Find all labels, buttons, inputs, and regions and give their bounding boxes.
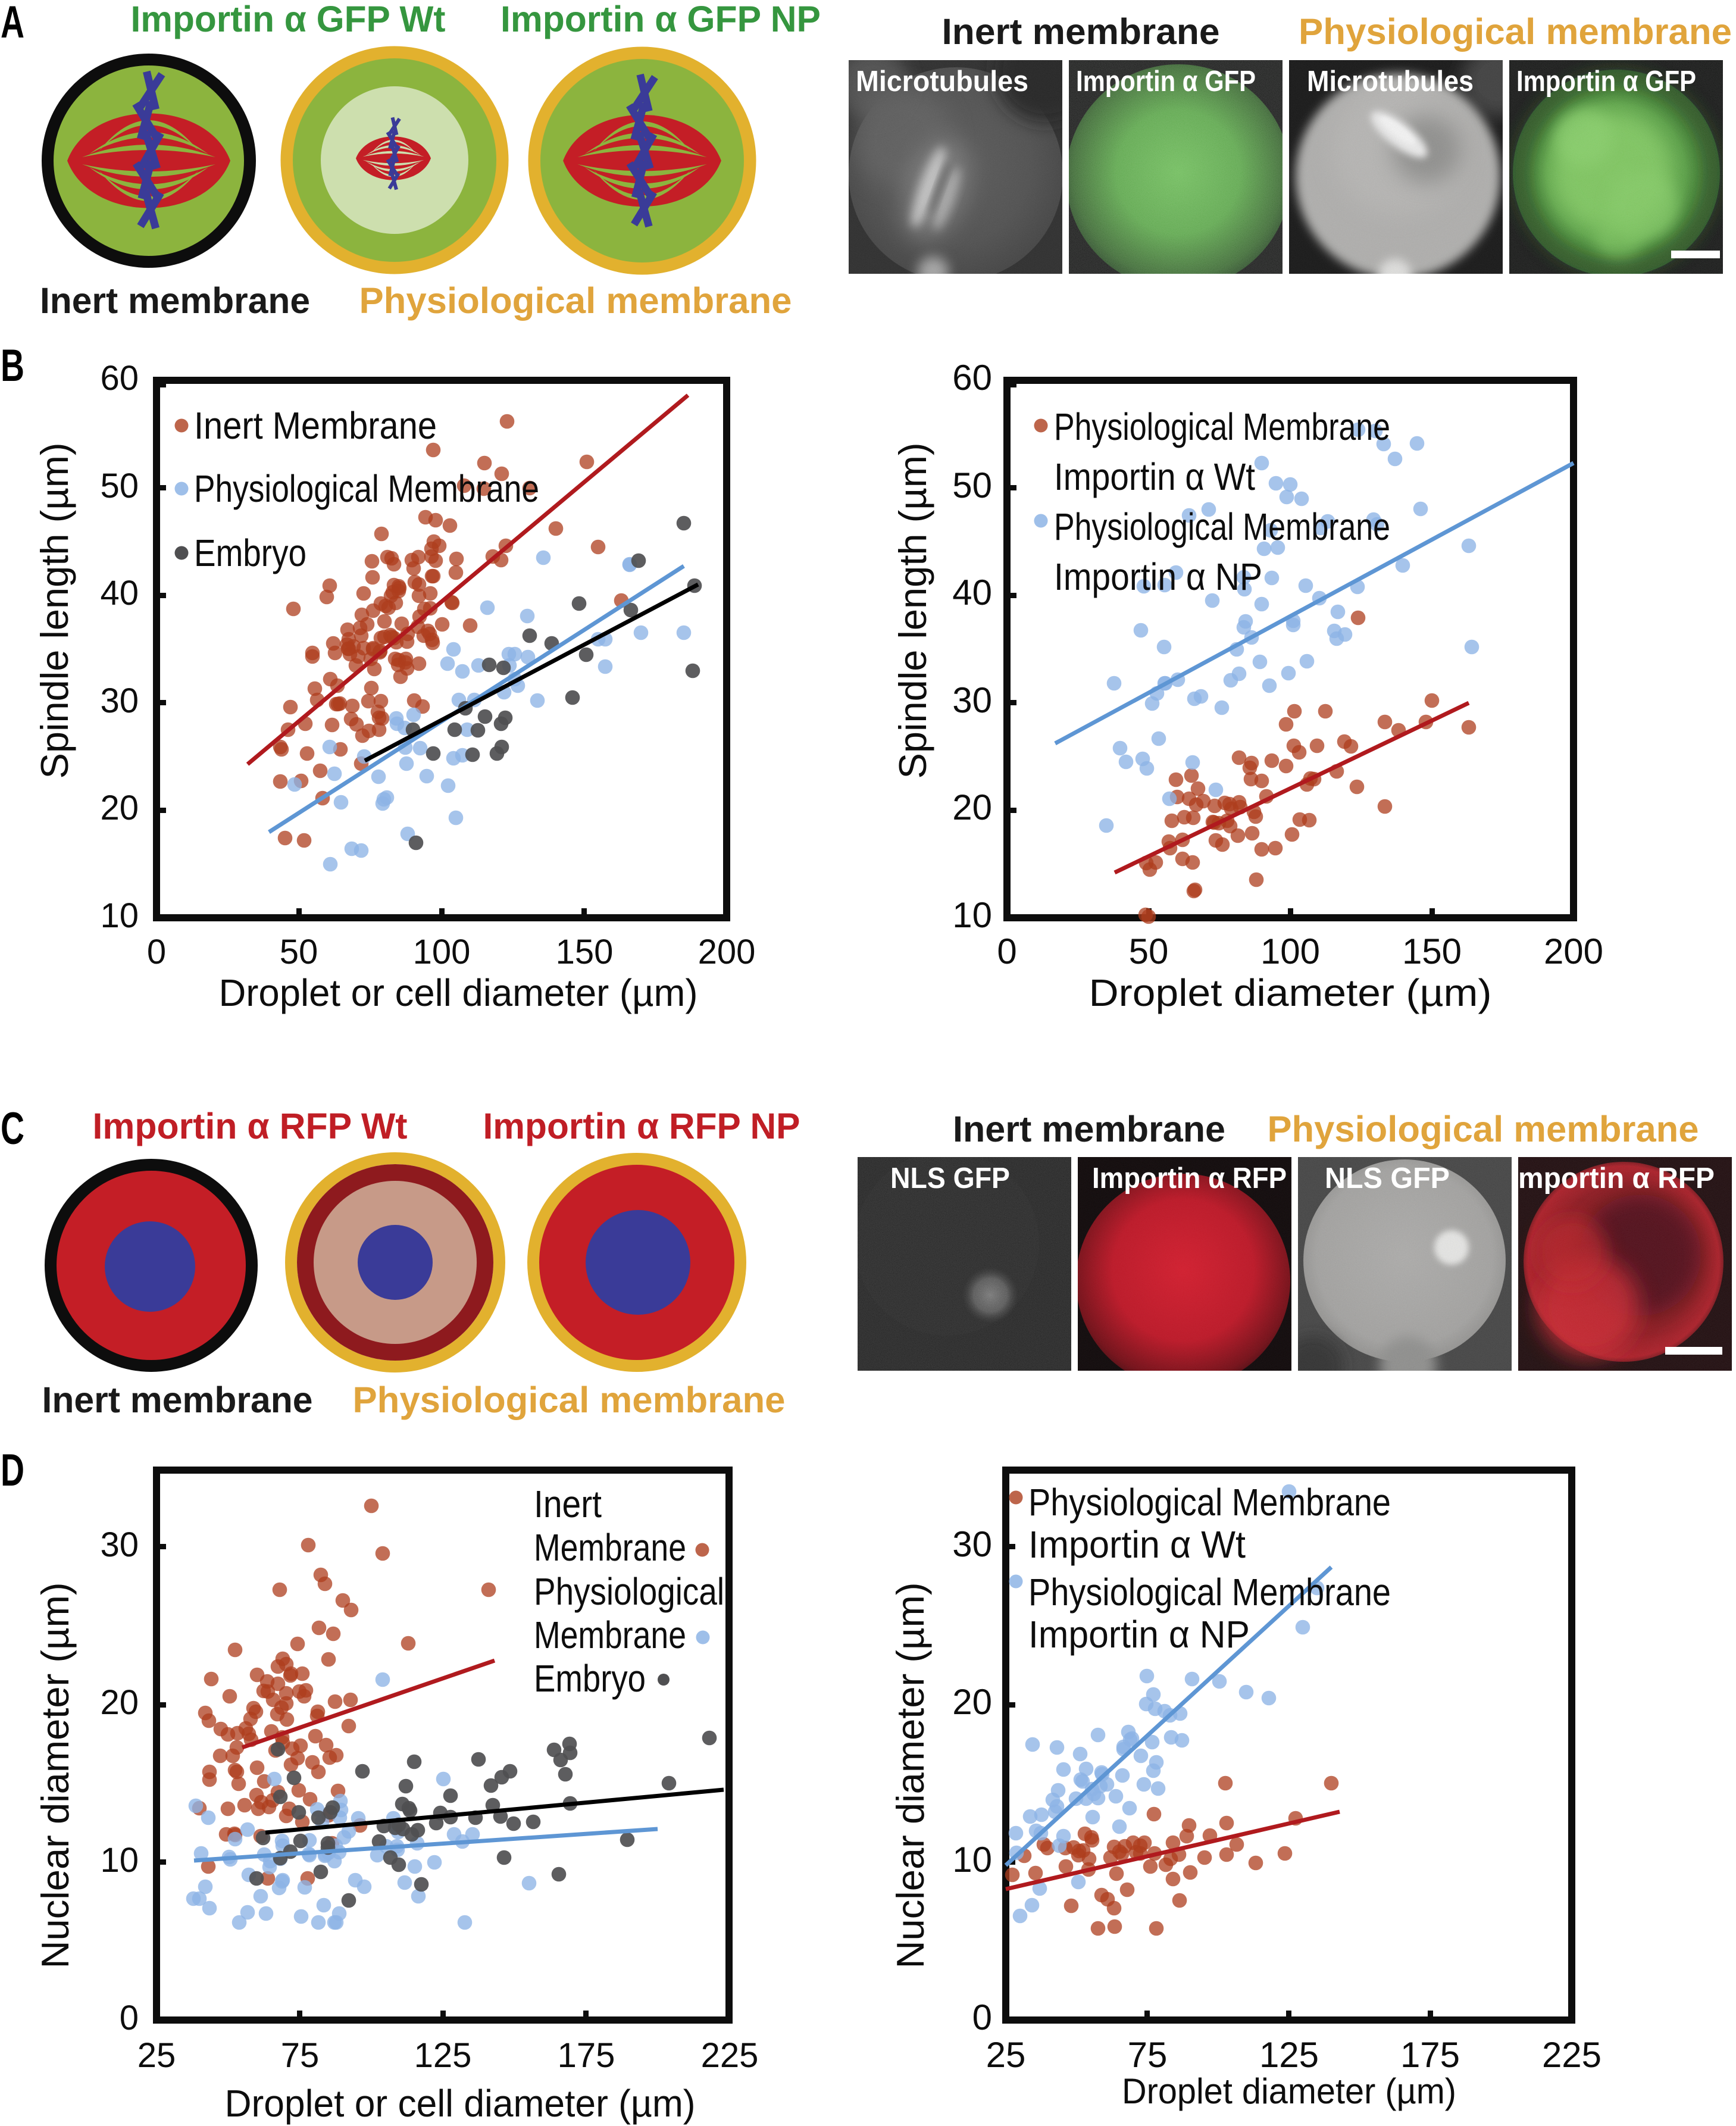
svg-text:75: 75 (1128, 2035, 1168, 2075)
svg-text:NLS GFP: NLS GFP (890, 1162, 1010, 1195)
svg-text:Physiological: Physiological (534, 1570, 724, 1613)
svg-text:Importin α GFP NP: Importin α GFP NP (501, 0, 821, 39)
svg-text:50: 50 (952, 465, 992, 505)
svg-text:175: 175 (558, 2036, 615, 2075)
svg-text:0: 0 (120, 1999, 139, 2037)
svg-text:Droplet diameter (µm): Droplet diameter (µm) (1122, 2071, 1456, 2111)
svg-text:Importin α GFP Wt: Importin α GFP Wt (131, 0, 446, 39)
svg-text:Physiological Membrane: Physiological Membrane (1028, 1481, 1391, 1524)
svg-text:60: 60 (952, 358, 992, 398)
svg-text:0: 0 (147, 933, 166, 971)
svg-text:Inert: Inert (534, 1483, 602, 1525)
svg-text:40: 40 (952, 573, 992, 612)
svg-text:B: B (1, 340, 24, 391)
svg-text:100: 100 (1260, 931, 1320, 971)
svg-text:Physiological membrane: Physiological membrane (1299, 11, 1732, 52)
svg-text:30: 30 (100, 681, 139, 720)
svg-text:Inert membrane: Inert membrane (953, 1109, 1225, 1149)
svg-text:50: 50 (100, 467, 139, 505)
svg-text:200: 200 (698, 933, 756, 971)
svg-text:40: 40 (100, 574, 139, 612)
svg-text:Physiological membrane: Physiological membrane (1268, 1109, 1699, 1149)
svg-text:25: 25 (986, 2035, 1026, 2075)
svg-text:20: 20 (952, 1682, 992, 1722)
svg-text:Importin α RFP NP: Importin α RFP NP (483, 1106, 800, 1146)
svg-text:Nuclear diameter (µm): Nuclear diameter (µm) (33, 1583, 77, 1969)
svg-text:175: 175 (1400, 2035, 1460, 2075)
svg-text:Spindle length (µm): Spindle length (µm) (891, 443, 934, 779)
svg-text:A: A (1, 0, 24, 48)
svg-text:30: 30 (952, 680, 992, 720)
svg-text:20: 20 (952, 787, 992, 827)
svg-text:125: 125 (414, 2036, 472, 2075)
svg-text:60: 60 (100, 359, 139, 398)
svg-text:75: 75 (281, 2036, 320, 2075)
svg-text:125: 125 (1259, 2035, 1319, 2075)
svg-text:Embryo: Embryo (534, 1657, 646, 1700)
svg-text:Physiological Membrane: Physiological Membrane (1054, 405, 1390, 448)
svg-text:0: 0 (997, 931, 1016, 971)
svg-text:Membrane: Membrane (534, 1614, 686, 1656)
svg-text:20: 20 (100, 789, 139, 827)
svg-text:Importin α NP: Importin α NP (1028, 1613, 1250, 1656)
svg-text:30: 30 (100, 1525, 139, 1564)
svg-text:200: 200 (1544, 931, 1603, 971)
svg-text:10: 10 (952, 895, 992, 935)
svg-text:D: D (1, 1445, 24, 1496)
svg-text:225: 225 (701, 2036, 759, 2075)
svg-text:Importin α RFP Wt: Importin α RFP Wt (93, 1106, 408, 1146)
svg-text:Importin α Wt: Importin α Wt (1054, 455, 1255, 498)
svg-text:Embryo: Embryo (194, 532, 306, 574)
svg-text:10: 10 (100, 896, 139, 935)
svg-text:Importin α GFP: Importin α GFP (1516, 65, 1696, 98)
svg-text:Importin α Wt: Importin α Wt (1028, 1523, 1246, 1566)
svg-text:Microtubules: Microtubules (1307, 65, 1474, 98)
svg-text:225: 225 (1542, 2035, 1602, 2075)
svg-text:Inert membrane: Inert membrane (40, 280, 310, 321)
svg-text:Spindle length (µm): Spindle length (µm) (33, 443, 76, 779)
svg-text:0: 0 (972, 1997, 992, 2037)
svg-text:Physiological membrane: Physiological membrane (353, 1380, 786, 1420)
svg-text:Microtubules: Microtubules (856, 65, 1028, 98)
svg-text:100: 100 (413, 933, 471, 971)
svg-text:Membrane: Membrane (534, 1526, 686, 1569)
svg-text:10: 10 (100, 1841, 139, 1880)
svg-text:Inert membrane: Inert membrane (42, 1380, 313, 1420)
svg-text:Physiological Membrane: Physiological Membrane (1028, 1571, 1391, 1614)
svg-text:50: 50 (1129, 931, 1169, 971)
svg-text:25: 25 (137, 2036, 176, 2075)
svg-text:Droplet or cell diameter (µm): Droplet or cell diameter (µm) (219, 971, 698, 1014)
svg-text:150: 150 (556, 933, 614, 971)
svg-text:Importin α RFP: Importin α RFP (1092, 1162, 1287, 1195)
svg-text:Droplet or cell diameter (µm): Droplet or cell diameter (µm) (225, 2082, 696, 2125)
svg-text:30: 30 (952, 1524, 992, 1564)
svg-text:C: C (1, 1103, 24, 1154)
svg-text:150: 150 (1402, 931, 1462, 971)
svg-text:mportin α RFP: mportin α RFP (1518, 1162, 1715, 1195)
svg-text:Importin α GFP: Importin α GFP (1076, 65, 1256, 98)
svg-text:Physiological Membrane: Physiological Membrane (1054, 505, 1390, 548)
svg-text:Importin α NP: Importin α NP (1054, 555, 1262, 598)
svg-text:Inert membrane: Inert membrane (942, 11, 1220, 52)
svg-text:50: 50 (280, 933, 318, 971)
svg-text:Inert Membrane: Inert Membrane (194, 404, 437, 447)
svg-text:Droplet diameter (µm): Droplet diameter (µm) (1089, 971, 1492, 1014)
svg-text:NLS GFP: NLS GFP (1325, 1162, 1450, 1195)
svg-text:10: 10 (952, 1840, 992, 1880)
svg-text:20: 20 (100, 1683, 139, 1722)
svg-text:Physiological Membrane: Physiological Membrane (194, 467, 539, 510)
svg-text:Physiological membrane: Physiological membrane (359, 280, 792, 321)
svg-text:Nuclear diameter (µm): Nuclear diameter (µm) (889, 1583, 932, 1969)
